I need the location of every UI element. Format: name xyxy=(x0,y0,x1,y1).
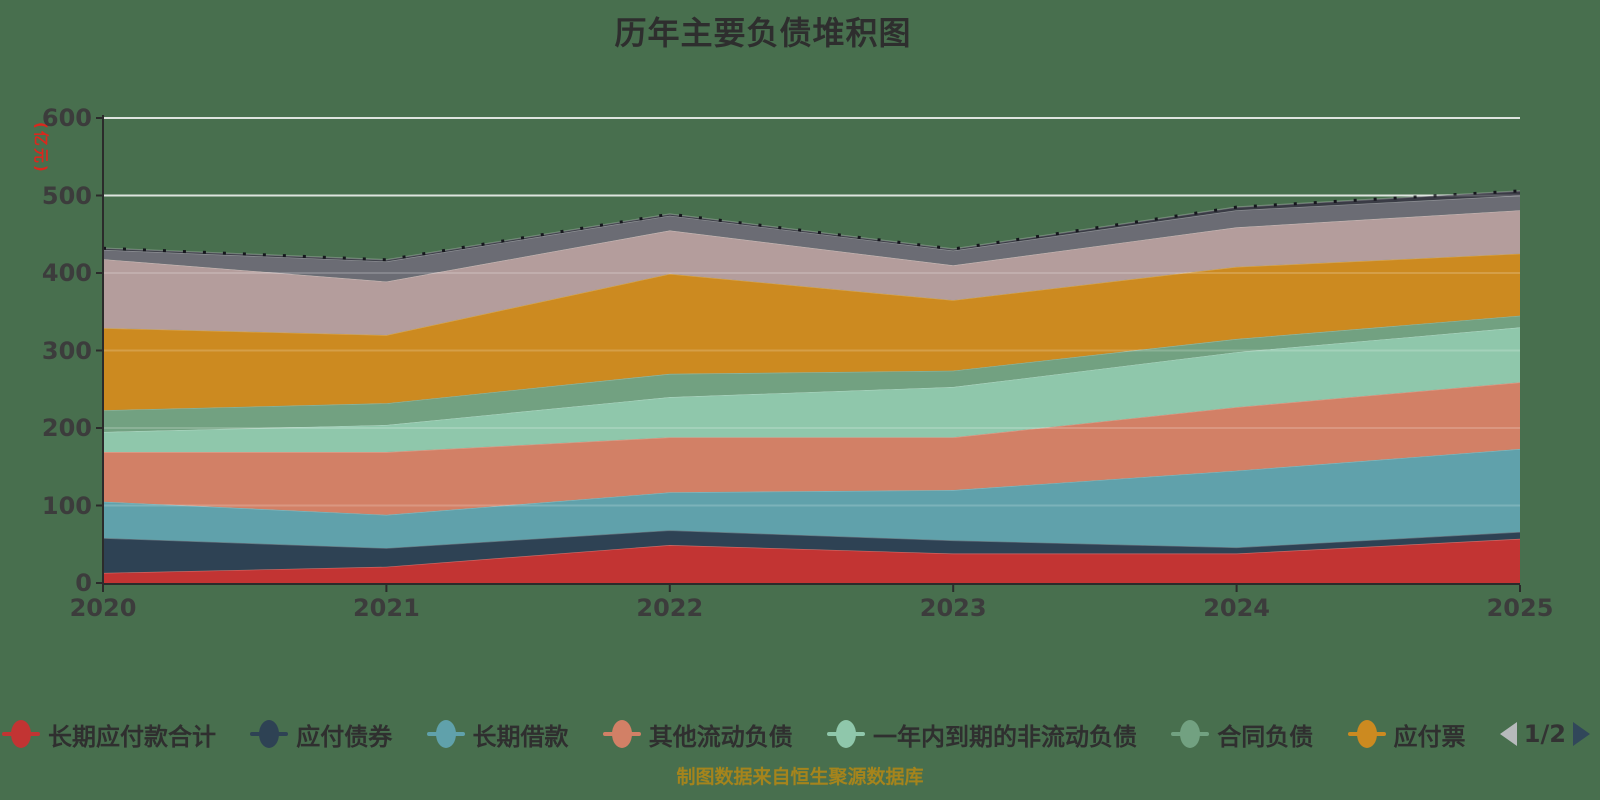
x-tick-label-2020: 2020 xyxy=(69,594,137,622)
y-tick-label-400: 400 xyxy=(41,259,92,287)
legend-item-label: 长期应付款合计 xyxy=(48,722,216,751)
legend-item-label: 应付票 xyxy=(1393,722,1466,751)
legend-pager-next-icon[interactable] xyxy=(1572,722,1590,746)
y-tick-label-200: 200 xyxy=(41,414,92,442)
area-series-7-应付票 xyxy=(103,253,1520,411)
area-top-edge xyxy=(102,190,1521,261)
legend-marker-icon xyxy=(2,719,40,749)
y-tick-label-100: 100 xyxy=(41,491,92,520)
area-top-edge xyxy=(102,252,1521,336)
y-tick-label-600: 600 xyxy=(41,104,92,132)
legend-item-合同负债[interactable]: 合同负债 xyxy=(1171,717,1313,752)
area-series-2-应付债券 xyxy=(103,530,1520,573)
legend-marker-icon xyxy=(1347,719,1386,749)
legend-item-应付票[interactable]: 应付票 xyxy=(1347,717,1466,752)
x-tick-label-2021: 2021 xyxy=(352,594,420,622)
legend-marker-icon xyxy=(426,719,465,749)
chart-title: 历年主要负债堆积图 xyxy=(614,14,912,52)
legend-item-应付债券[interactable]: 应付债券 xyxy=(250,717,392,752)
legend-item-长期借款[interactable]: 长期借款 xyxy=(426,717,569,752)
legend-item-label: 合同负债 xyxy=(1217,722,1314,751)
legend-item-label: 长期借款 xyxy=(472,722,569,751)
area-series-1-长期应付款合计 xyxy=(103,538,1520,583)
legend-pager-prev-icon[interactable] xyxy=(1499,722,1517,746)
area-series-3-长期借款 xyxy=(103,448,1520,549)
area-top-edge xyxy=(102,326,1521,433)
x-tick-label-2025: 2025 xyxy=(1486,594,1554,622)
legend-marker-icon xyxy=(250,719,289,749)
area-series-5-一年内到期的非流动负债 xyxy=(103,327,1520,452)
legend-item-其他流动负债[interactable]: 其他流动负债 xyxy=(602,717,793,752)
area-series-9 xyxy=(103,195,1520,282)
area-series-8 xyxy=(103,210,1520,335)
area-series-4-其他流动负债 xyxy=(103,382,1520,515)
legend-marker-icon xyxy=(827,719,865,749)
x-tick-label-2024: 2024 xyxy=(1203,594,1270,622)
area-series-6-合同负债 xyxy=(103,315,1520,432)
legend-pager: 1/2 xyxy=(1499,720,1590,748)
legend-item-label: 一年内到期的非流动负债 xyxy=(873,722,1137,751)
legend-marker-icon xyxy=(602,719,641,749)
legend: 长期应付款合计 应付债券 长期借款 其他流动负债 一年内到期的非流动负债 合同负债 应付票 1… xyxy=(0,710,1600,758)
legend-pager-text: 1/2 xyxy=(1523,720,1566,748)
x-tick-label-2023: 2023 xyxy=(919,594,987,622)
x-tick-label-2022: 2022 xyxy=(636,594,704,622)
legend-item-一年内到期的非流动负债[interactable]: 一年内到期的非流动负债 xyxy=(827,717,1137,752)
legend-marker-icon xyxy=(1171,719,1210,749)
y-tick-label-0: 0 xyxy=(75,569,92,597)
footer-source-text: 制图数据来自恒生聚源数据库 xyxy=(676,766,924,788)
legend-item-label: 其他流动负债 xyxy=(648,722,793,751)
legend-item-label: 应付债券 xyxy=(296,722,393,751)
y-tick-label-500: 500 xyxy=(41,181,92,210)
legend-item-长期应付款合计[interactable]: 长期应付款合计 xyxy=(2,717,216,752)
y-tick-label-300: 300 xyxy=(41,336,92,365)
